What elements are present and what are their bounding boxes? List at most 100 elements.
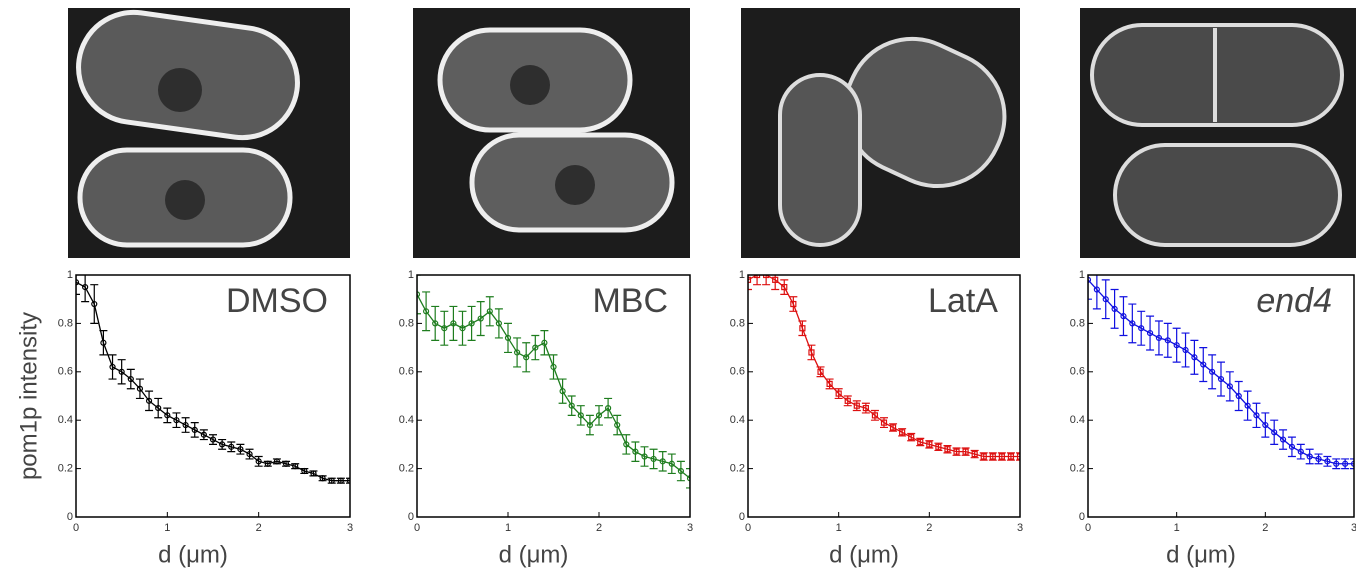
- error-bar: [631, 441, 640, 462]
- marker: [1350, 460, 1354, 467]
- panel-label: DMSO: [226, 282, 328, 320]
- x-axis-label: d (μm): [1166, 541, 1236, 568]
- x-tick-label: 1: [505, 522, 511, 534]
- marker: [255, 458, 262, 465]
- marker: [826, 380, 833, 387]
- error-bar: [1261, 412, 1270, 438]
- marker: [1138, 325, 1145, 332]
- marker: [495, 320, 502, 327]
- chart: 0 0.2 0.4 0.6 0.8 1 0 1 2 3 LatA d (μm): [730, 269, 1023, 568]
- x-tick-label: 1: [164, 522, 170, 534]
- marker: [586, 421, 594, 429]
- marker: [799, 325, 806, 332]
- marker: [219, 441, 226, 448]
- marker: [790, 300, 797, 308]
- error-bar: [504, 322, 512, 354]
- error-bar: [1016, 452, 1020, 461]
- x-tick-label: 3: [1351, 522, 1356, 534]
- marker: [808, 349, 815, 356]
- error-bar: [667, 453, 676, 475]
- error-bar: [522, 342, 531, 373]
- marker: [450, 320, 457, 327]
- marker: [962, 448, 969, 455]
- micrograph: [741, 8, 1020, 258]
- marker: [1217, 375, 1225, 383]
- marker: [118, 368, 125, 375]
- y-tick-label: 1: [739, 269, 745, 281]
- marker: [1253, 412, 1260, 419]
- error-bar: [1092, 275, 1101, 310]
- marker: [1315, 455, 1322, 463]
- error-bar: [852, 400, 861, 412]
- data-line: [417, 294, 690, 479]
- marker: [844, 397, 851, 404]
- marker: [504, 334, 512, 342]
- marker: [1235, 392, 1242, 400]
- marker: [753, 275, 761, 279]
- y-tick-label: 0.2: [399, 463, 414, 475]
- y-tick-label: 0.2: [730, 463, 745, 475]
- x-tick-label: 0: [73, 522, 79, 534]
- marker: [209, 436, 217, 443]
- y-tick-label: 0: [67, 511, 73, 523]
- marker: [641, 453, 648, 460]
- marker: [155, 405, 162, 412]
- error-bar: [798, 320, 807, 337]
- error-bar: [549, 354, 558, 380]
- error-bar: [531, 334, 540, 361]
- error-bar: [1252, 402, 1261, 429]
- marker: [264, 460, 271, 467]
- error-bar: [1305, 448, 1314, 465]
- marker: [550, 363, 557, 371]
- marker: [127, 375, 134, 383]
- y-tick-label: 0.6: [399, 366, 414, 378]
- marker: [513, 349, 521, 356]
- error-bar: [595, 405, 603, 426]
- marker: [164, 412, 171, 419]
- marker: [781, 284, 788, 291]
- error-bar: [485, 296, 494, 327]
- marker: [237, 446, 244, 453]
- error-bar: [762, 275, 771, 286]
- marker: [772, 276, 779, 283]
- panel-label: MBC: [592, 282, 668, 320]
- marker: [1164, 337, 1171, 344]
- marker: [1209, 368, 1216, 375]
- marker: [541, 339, 548, 346]
- marker: [1120, 313, 1127, 320]
- marker: [1324, 458, 1331, 465]
- x-tick-label: 1: [836, 522, 842, 534]
- x-axis-label: d (μm): [158, 541, 228, 568]
- marker: [523, 354, 530, 361]
- marker: [944, 446, 951, 453]
- error-bar: [1146, 315, 1155, 351]
- error-bar: [163, 407, 172, 424]
- error-bar: [686, 468, 690, 489]
- marker: [1271, 429, 1278, 436]
- error-bar: [1163, 322, 1172, 358]
- marker: [328, 477, 335, 484]
- error-bar: [1287, 436, 1296, 458]
- error-bar: [1234, 380, 1243, 412]
- marker: [1016, 453, 1020, 460]
- marker: [191, 426, 198, 433]
- error-bar: [825, 378, 834, 390]
- marker: [1244, 402, 1251, 409]
- error-bar: [540, 330, 549, 356]
- error-bar: [585, 414, 594, 436]
- error-bar: [613, 414, 622, 436]
- marker: [1173, 342, 1180, 349]
- marker: [623, 441, 630, 448]
- y-tick-label: 0: [739, 511, 745, 523]
- y-tick-label: 0: [408, 511, 414, 523]
- y-tick-label: 0.2: [1070, 463, 1085, 475]
- x-tick-label: 0: [1085, 522, 1091, 534]
- error-bar: [1137, 310, 1146, 346]
- error-bar: [1350, 458, 1354, 470]
- marker: [76, 279, 80, 286]
- marker: [228, 443, 235, 450]
- error-bar: [199, 429, 208, 441]
- error-bar: [172, 412, 181, 429]
- x-tick-label: 2: [926, 522, 932, 534]
